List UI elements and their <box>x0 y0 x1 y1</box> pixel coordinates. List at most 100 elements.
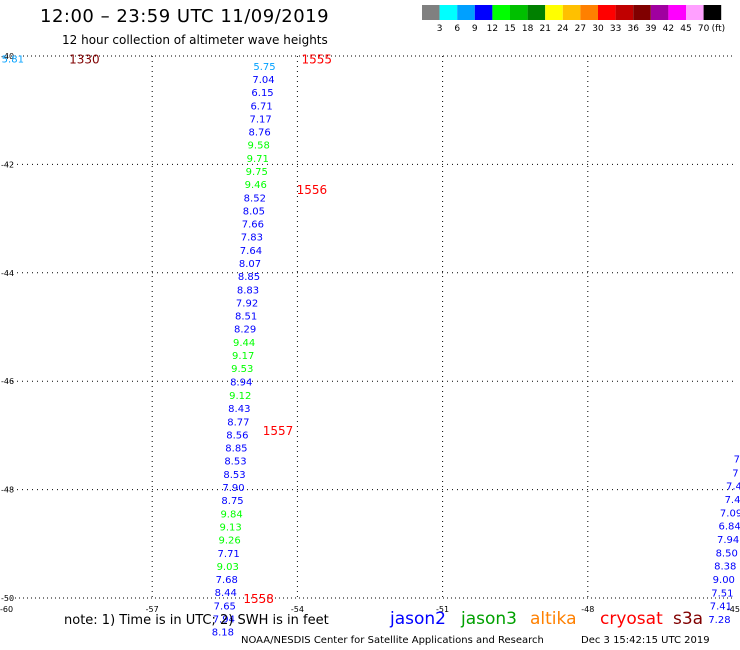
color-swatch <box>615 5 634 20</box>
color-swatch <box>422 5 440 20</box>
color-scale-label: 27 <box>575 24 586 34</box>
swh-point-label: 7.66 <box>242 219 264 230</box>
color-scale-label: 39 <box>645 24 657 34</box>
swh-point-label: 7.68 <box>216 575 238 586</box>
swh-point-label: 7.65 <box>214 602 236 613</box>
y-tick-label: -46 <box>1 377 14 386</box>
x-edge-label: -45 <box>727 605 740 614</box>
swh-point-label: 7.09 <box>720 508 740 519</box>
color-swatch <box>633 5 651 20</box>
x-tick-label: -51 <box>436 605 449 614</box>
legend-jason3: jason3 <box>461 609 517 629</box>
legend-cryosat: cryosat <box>600 609 663 629</box>
swh-point-label: 8.43 <box>228 404 250 415</box>
color-swatch <box>510 5 528 20</box>
pass-time-label: 1555 <box>301 53 332 67</box>
swh-point-label: 7.41 <box>710 602 732 613</box>
swh-point-label: 9.53 <box>231 364 253 375</box>
color-swatch <box>598 5 616 20</box>
swh-point-label: 9.58 <box>248 140 270 151</box>
color-swatch <box>457 5 475 20</box>
swh-point-label: 9.46 <box>245 180 267 191</box>
legend-altika: altika <box>530 609 577 629</box>
color-swatch <box>580 5 598 20</box>
swh-point-label: 8.85 <box>225 443 247 454</box>
swh-point-label: 8.38 <box>714 561 736 572</box>
swh-point-label: 9.75 <box>246 167 268 178</box>
legend-jason2: jason2 <box>390 609 446 629</box>
swh-point-label: 7.4 <box>726 481 740 492</box>
swh-point-label: 6.84 <box>718 521 740 532</box>
swh-point-label: 9.17 <box>232 351 254 362</box>
swh-point-label: 9.44 <box>233 338 255 349</box>
swh-point-label: 8.77 <box>227 417 249 428</box>
swh-point-label: 6.15 <box>251 88 273 99</box>
swh-point-label: 8.29 <box>234 325 256 336</box>
y-tick-label: -42 <box>1 160 14 169</box>
swh-point-label: 8.53 <box>224 456 246 467</box>
color-scale-label: 36 <box>627 24 639 34</box>
swh-point-label: 8.50 <box>716 548 738 559</box>
color-scale-label: 18 <box>522 24 534 34</box>
pass-time-label: 1556 <box>297 183 328 197</box>
swh-point-label: 7.92 <box>236 299 258 310</box>
swh-point-label: 9.71 <box>247 154 269 165</box>
color-scale-bar: 3 6 9 12 15 18 21 24 27 30 33 36 39 42 45 70 (ft) <box>422 5 725 34</box>
pass-time-label: 1558 <box>243 592 274 606</box>
color-scale-label: 33 <box>610 24 621 34</box>
color-scale-label: 45 <box>680 24 691 34</box>
swh-point-label: 7.71 <box>218 549 240 560</box>
swh-point-label: 8.05 <box>243 206 265 217</box>
color-swatch <box>527 5 546 20</box>
swh-point-label: 9.26 <box>219 535 241 546</box>
swh-point-label: 7.64 <box>240 246 262 257</box>
x-edge-label: -60 <box>0 605 13 614</box>
swh-point-label: 6.71 <box>250 101 272 112</box>
swh-point-label: 8.94 <box>230 378 252 389</box>
swh-point-label: 7.94 <box>213 615 235 626</box>
x-tick-label: -57 <box>146 605 159 614</box>
color-swatch <box>703 5 722 20</box>
swh-point-label: 8.53 <box>223 470 245 481</box>
swh-point-label: 8.76 <box>249 127 271 138</box>
swh-point-label: 8.83 <box>237 286 259 297</box>
legend-s3a: s3a <box>673 609 704 629</box>
swh-point-label: 8.85 <box>238 272 260 283</box>
swh-point-label: 7.28 <box>708 615 730 626</box>
timestamp: Dec 3 15:42:15 UTC 2019 <box>581 635 710 646</box>
swh-point-label: 7 <box>732 468 738 479</box>
pass-time-label: 1557 <box>263 424 294 438</box>
color-swatch <box>439 5 458 20</box>
color-scale-label: 15 <box>504 24 515 34</box>
swh-point-label: 7.17 <box>249 114 271 125</box>
credit-line: NOAA/NESDIS Center for Satellite Applica… <box>241 635 544 646</box>
y-edge-label: -50 <box>1 594 14 603</box>
swh-point-label: 8.51 <box>235 312 257 323</box>
color-scale-label: 42 <box>663 24 674 34</box>
color-swatch <box>545 5 563 20</box>
swh-point-label: 7 <box>734 455 740 466</box>
color-scale-label: 6 <box>454 24 460 34</box>
y-tick-label: -44 <box>1 269 14 278</box>
color-swatch <box>562 5 581 20</box>
footnote: note: 1) Time is in UTC; 2) SWH is in fe… <box>64 613 329 628</box>
color-scale-label: 24 <box>557 24 569 34</box>
color-scale-label: 21 <box>539 24 550 34</box>
swh-point-label: 5.81 <box>2 55 24 66</box>
color-swatch <box>686 5 704 20</box>
swh-point-label: 7.83 <box>241 232 263 243</box>
color-swatch <box>668 5 686 20</box>
color-scale-label: 3 <box>437 24 443 34</box>
swh-point-label: 8.56 <box>226 430 248 441</box>
x-tick-label: -54 <box>291 605 304 614</box>
swh-point-label: 9.03 <box>217 562 239 573</box>
swh-point-label: 9.00 <box>713 575 735 586</box>
color-swatch <box>492 5 510 20</box>
swh-point-label: 8.44 <box>215 588 237 599</box>
color-scale-label: 12 <box>487 24 498 34</box>
swh-point-label: 7.90 <box>222 483 244 494</box>
swh-point-label: 7.94 <box>717 535 739 546</box>
swh-point-label: 7.4 <box>725 495 740 506</box>
page-title: 12:00 – 23:59 UTC 11/09/2019 <box>40 6 330 27</box>
y-edge-label: -40 <box>1 52 14 61</box>
